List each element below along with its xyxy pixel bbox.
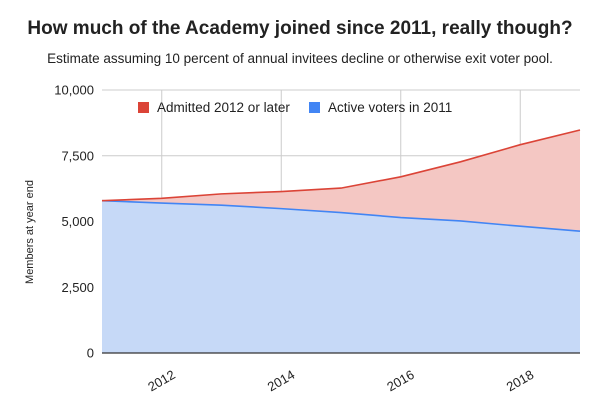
legend-label: Active voters in 2011 xyxy=(328,100,452,115)
legend-label: Admitted 2012 or later xyxy=(157,100,290,115)
chart-title: How much of the Academy joined since 201… xyxy=(27,18,573,39)
area-admitted-2012-later xyxy=(102,129,580,232)
y-tick-label: 7,500 xyxy=(61,148,94,163)
legend-swatch xyxy=(309,102,320,113)
x-tick-label: 2014 xyxy=(265,367,298,394)
y-tick-label: 5,000 xyxy=(61,214,94,229)
legend: Admitted 2012 or later Active voters in 2… xyxy=(138,100,452,115)
chart-subtitle: Estimate assuming 10 percent of annual i… xyxy=(47,51,553,66)
legend-swatch xyxy=(138,102,149,113)
area-active-voters-2011 xyxy=(102,200,580,353)
line-admitted-2012-later xyxy=(101,129,581,202)
y-tick-label: 2,500 xyxy=(61,280,94,295)
y-axis-label: Members at year end xyxy=(24,180,36,284)
y-tick-label: 10,000 xyxy=(54,83,94,98)
x-tick-label: 2016 xyxy=(384,367,417,394)
x-tick-label: 2018 xyxy=(504,367,537,394)
series-lines xyxy=(101,129,581,233)
x-tick-label: 2012 xyxy=(145,367,178,394)
line-active-voters-2011 xyxy=(101,199,581,233)
area-fills xyxy=(102,129,580,353)
y-tick-label: 0 xyxy=(87,346,94,361)
